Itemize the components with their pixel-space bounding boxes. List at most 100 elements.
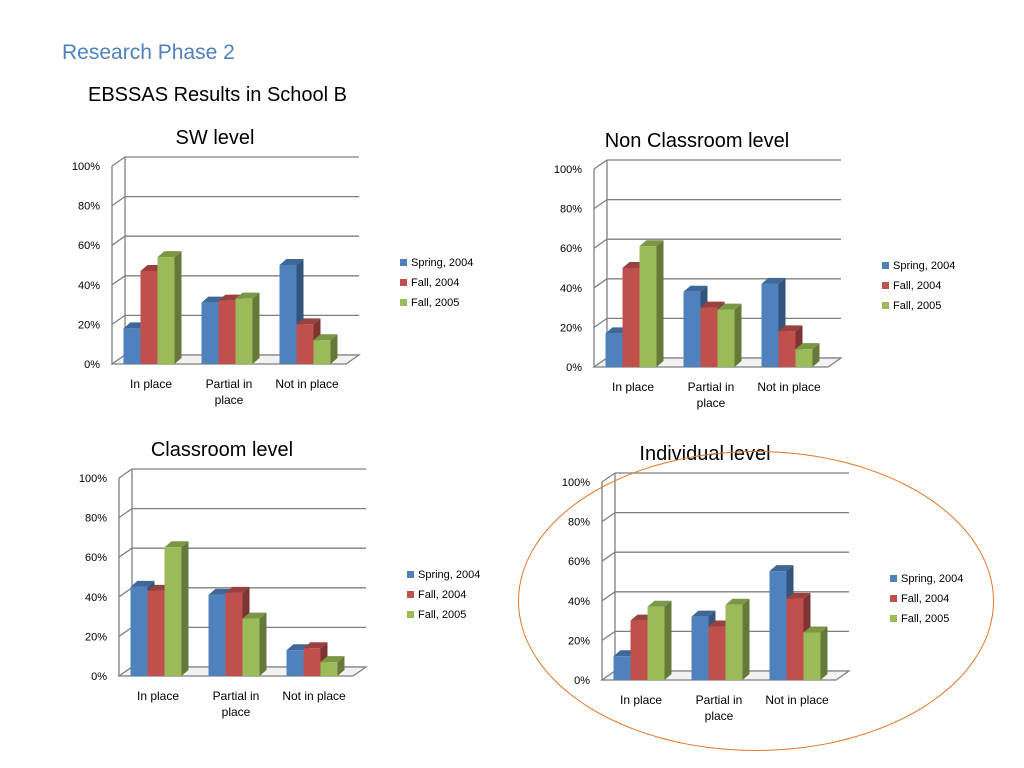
bar-side [174, 251, 182, 364]
bar-front [164, 547, 182, 676]
bar-front [225, 592, 243, 676]
y-tick-label: 0% [574, 675, 590, 687]
y-tick-label: 100% [554, 164, 582, 176]
bar-top [303, 642, 328, 649]
y-tick-label: 60% [560, 243, 582, 255]
x-tick-label: Partial in [696, 693, 743, 707]
bar-front [242, 618, 260, 676]
bar-top [778, 325, 803, 332]
legend-swatch [407, 591, 414, 598]
legend-item-spring-2004: Spring, 2004 [407, 569, 480, 581]
legend-swatch [890, 615, 897, 622]
bar-fall-2005-not-in-place [795, 343, 820, 367]
gridline-side [601, 551, 616, 562]
gridline-side [593, 278, 608, 289]
bar-front [725, 604, 743, 680]
chart-title: SW level [176, 127, 255, 149]
gridline-side [118, 626, 133, 637]
y-tick-label: 20% [85, 631, 107, 643]
gridline-side [111, 196, 126, 207]
legend-label: Fall, 2005 [893, 300, 941, 312]
bar-top [320, 656, 345, 663]
bar-front [708, 626, 726, 680]
bar-top [769, 565, 794, 572]
y-tick-label: 60% [568, 556, 590, 568]
bar-side [656, 240, 664, 367]
bar-top [313, 334, 338, 341]
x-tick-label: place [697, 396, 726, 410]
bar-front [235, 298, 253, 364]
x-tick-label: place [215, 393, 244, 407]
bar-side [337, 656, 345, 676]
y-tick-label: 100% [562, 477, 590, 489]
bar-top [700, 301, 725, 308]
y-tick-label: 80% [85, 513, 107, 525]
legend-item-fall-2004: Fall, 2004 [407, 589, 466, 601]
bar-top [725, 598, 750, 605]
y-tick-label: 0% [91, 671, 107, 683]
bar-top [296, 318, 321, 325]
legend-item-fall-2004: Fall, 2004 [882, 280, 941, 292]
bar-side [330, 334, 338, 364]
x-tick-label: place [705, 709, 734, 723]
bar-front [700, 307, 718, 367]
legend-label: Spring, 2004 [893, 260, 955, 272]
bar-top [242, 612, 267, 619]
gridline-side [111, 156, 126, 167]
gridline-side [118, 547, 133, 558]
chart-title: Classroom level [151, 439, 293, 461]
x-tick-label: Not in place [765, 693, 829, 707]
bar-front [279, 265, 297, 364]
chart-sw-level: SW level 0% 20% 40% 60% 80% 100% In place Partia… [72, 127, 474, 407]
legend-swatch [882, 282, 889, 289]
legend-label: Fall, 2005 [901, 613, 949, 625]
bar-side [734, 303, 742, 367]
legend-item-fall-2005: Fall, 2005 [882, 300, 941, 312]
gridline-side [601, 512, 616, 523]
gridline-side [601, 472, 616, 483]
x-tick-label: place [222, 705, 251, 719]
gridline-side [593, 238, 608, 249]
chart-non-classroom-level: Non Classroom level 0% 20% 40% 60% 80% 100% In … [554, 130, 956, 410]
legend-label: Fall, 2004 [411, 277, 459, 289]
bar-front [761, 283, 779, 367]
legend-item-fall-2005: Fall, 2005 [400, 297, 459, 309]
bar-fall-2005-partial-in-place [235, 292, 260, 364]
bar-top [786, 592, 811, 599]
gridline-side [111, 235, 126, 246]
legend-swatch [400, 259, 407, 266]
y-tick-label: 40% [85, 592, 107, 604]
bar-fall-2005-in-place [639, 240, 664, 367]
bar-top [691, 610, 716, 617]
legend-item-spring-2004: Spring, 2004 [882, 260, 955, 272]
x-tick-label: Partial in [688, 380, 735, 394]
bar-front [130, 586, 148, 676]
y-tick-label: 80% [78, 201, 100, 213]
y-tick-label: 0% [84, 359, 100, 371]
y-tick-label: 100% [72, 161, 100, 173]
bar-side [181, 541, 189, 676]
bar-front [691, 616, 709, 680]
bar-top [130, 580, 155, 587]
bar-front [140, 270, 158, 364]
bar-front [320, 662, 338, 676]
gridline-side [118, 587, 133, 598]
x-tick-label: Partial in [206, 377, 253, 391]
x-tick-label: Partial in [213, 689, 260, 703]
y-tick-label: 80% [568, 517, 590, 529]
gridline-side [593, 159, 608, 170]
bar-front [296, 324, 314, 364]
bar-top [717, 303, 742, 310]
bar-front [613, 656, 631, 680]
y-tick-label: 40% [568, 596, 590, 608]
y-tick-label: 20% [568, 635, 590, 647]
bar-front [717, 309, 735, 367]
bar-fall-2005-partial-in-place [717, 303, 742, 367]
bar-top [225, 586, 250, 593]
gridline-side [601, 591, 616, 602]
slide-title: Research Phase 2 [62, 41, 235, 64]
legend-swatch [882, 302, 889, 309]
legend-label: Fall, 2004 [418, 589, 466, 601]
legend-swatch [407, 571, 414, 578]
bar-top [647, 600, 672, 607]
